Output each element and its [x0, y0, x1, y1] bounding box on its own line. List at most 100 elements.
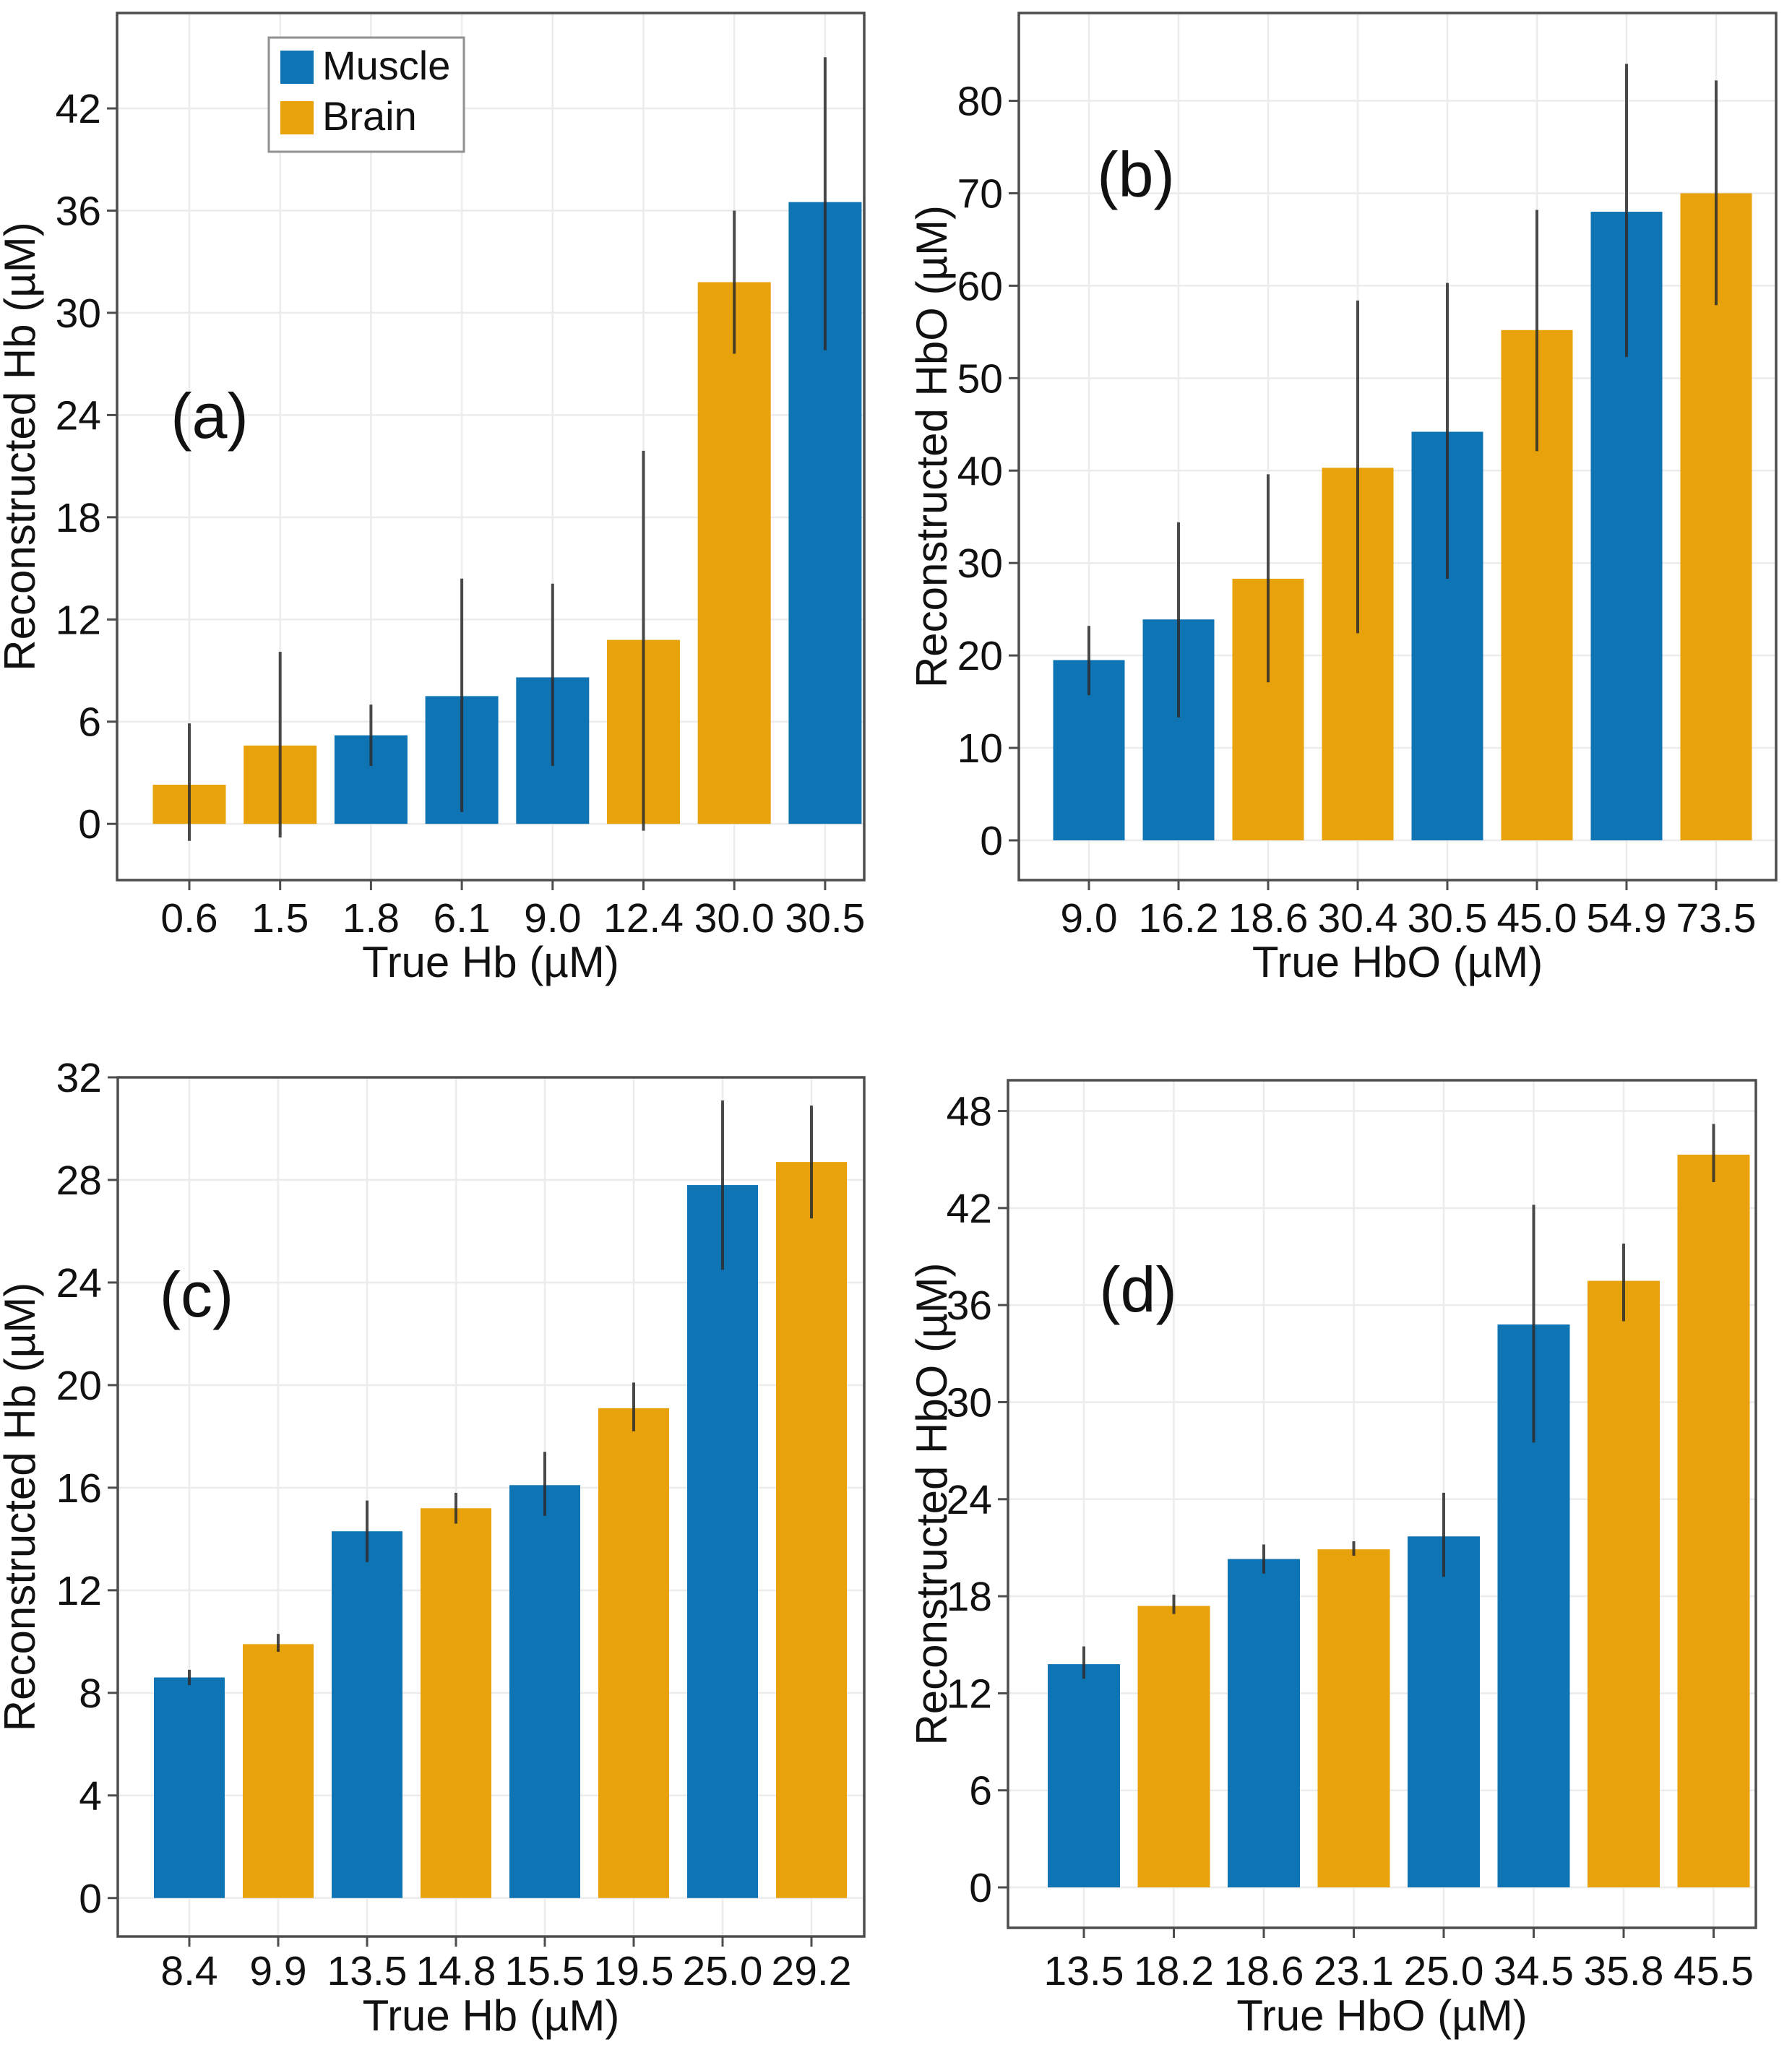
y-tick-label: 24	[947, 1477, 992, 1523]
x-tick-label: 12.4	[603, 895, 684, 942]
bar-brain	[1588, 1280, 1660, 1888]
x-tick-label: 34.5	[1494, 1948, 1574, 1994]
x-axis-title: True Hb (µM)	[362, 938, 619, 986]
bar-muscle	[154, 1677, 225, 1898]
y-tick-label: 42	[947, 1186, 992, 1232]
y-tick-label: 24	[56, 392, 101, 439]
y-tick-label: 0	[969, 1865, 992, 1911]
x-tick-label: 45.0	[1497, 895, 1577, 942]
y-tick-label: 24	[56, 1260, 102, 1306]
x-tick-label: 14.8	[416, 1948, 496, 1994]
x-tick-label: 13.5	[1044, 1948, 1124, 1994]
panel-d-chart: 0 6 12 18 24 30 36 42 48 13.5 18.2 18.6 23.1 25.0 34.5…	[908, 1079, 1757, 2040]
legend-swatch-muscle-icon	[280, 51, 314, 84]
x-tick-label: 30.0	[694, 895, 775, 942]
x-tick-label: 16.2	[1139, 895, 1219, 942]
x-tick-label: 23.1	[1314, 1948, 1394, 1994]
y-tick-label: 60	[957, 263, 1003, 309]
y-tick-label: 36	[947, 1283, 992, 1329]
bar-brain	[243, 1644, 314, 1898]
y-tick-label: 8	[79, 1671, 102, 1717]
bar-muscle	[1408, 1536, 1480, 1888]
bar-brain	[776, 1162, 847, 1898]
x-tick-label: 9.0	[524, 895, 581, 942]
legend-swatch-brain-icon	[280, 101, 314, 134]
legend-label: Muscle	[322, 43, 450, 88]
x-tick-label: 18.6	[1224, 1948, 1304, 1994]
bar-brain	[1137, 1606, 1210, 1888]
x-tick-label: 0.6	[160, 895, 217, 942]
panel-a: 0 6 12 18 24 30 36 42 0.6 1.5 1.8 6.1 9.0 12.4 30.0 30.…	[0, 0, 896, 1033]
y-tick-label: 50	[957, 356, 1003, 402]
x-axis-title: True HbO (µM)	[1252, 938, 1543, 986]
y-tick-label: 30	[56, 290, 101, 337]
x-tick-label: 30.4	[1318, 895, 1398, 942]
x-tick-label: 54.9	[1587, 895, 1667, 942]
panel-a-chart: 0 6 12 18 24 30 36 42 0.6 1.5 1.8 6.1 9.0 12.4 30.0 30.…	[0, 12, 866, 986]
x-tick-label: 25.0	[1404, 1948, 1484, 1994]
y-tick-label: 6	[969, 1768, 992, 1814]
y-tick-label: 30	[957, 540, 1003, 587]
bar-muscle	[332, 1531, 402, 1898]
y-tick-label: 12	[56, 1568, 102, 1614]
x-tick-label: 6.1	[433, 895, 490, 942]
y-tick-label: 70	[957, 171, 1003, 217]
bar-brain	[598, 1408, 669, 1898]
x-tick-label: 18.2	[1134, 1948, 1214, 1994]
y-axis-title: Reconstructed Hb (µM)	[0, 1283, 44, 1731]
x-tick-label: 25.0	[683, 1948, 763, 1994]
bar-brain	[1677, 1154, 1750, 1888]
panel-label: (a)	[171, 380, 249, 452]
panel-label: (b)	[1097, 139, 1175, 210]
y-tick-label: 12	[56, 597, 101, 643]
y-tick-label: 32	[56, 1055, 102, 1101]
y-tick-label: 42	[56, 86, 101, 132]
x-tick-label: 13.5	[327, 1948, 408, 1994]
y-tick-label: 28	[56, 1158, 102, 1204]
y-tick-label: 12	[947, 1671, 992, 1717]
bar-muscle	[687, 1185, 758, 1898]
legend-label: Brain	[322, 93, 417, 139]
x-tick-label: 15.5	[505, 1948, 585, 1994]
panel-label: (d)	[1099, 1254, 1177, 1325]
x-axis-title: True Hb (µM)	[363, 1991, 620, 2040]
y-tick-label: 4	[79, 1773, 102, 1819]
y-tick-label: 20	[957, 633, 1003, 679]
panel-label: (c)	[160, 1259, 234, 1330]
x-tick-label: 30.5	[1408, 895, 1488, 942]
y-tick-label: 30	[947, 1379, 992, 1426]
y-tick-label: 18	[947, 1574, 992, 1620]
x-tick-label: 19.5	[594, 1948, 674, 1994]
y-tick-label: 0	[78, 801, 101, 848]
y-tick-label: 80	[957, 79, 1003, 125]
y-tick-label: 10	[957, 725, 1003, 772]
x-axis-title: True HbO (µM)	[1236, 1991, 1527, 2040]
bar-muscle	[509, 1485, 580, 1898]
plot-border	[116, 1076, 866, 1938]
bar-muscle	[1048, 1664, 1120, 1888]
y-tick-label: 16	[56, 1465, 102, 1512]
y-tick-label: 36	[56, 188, 101, 234]
plot-border	[1017, 12, 1778, 882]
bar-muscle	[1228, 1559, 1300, 1888]
x-tick-label: 8.4	[160, 1948, 217, 1994]
x-tick-label: 29.2	[772, 1948, 852, 1994]
x-tick-label: 1.8	[343, 895, 400, 942]
plot-border	[116, 12, 866, 882]
panel-b: 0 10 20 30 40 50 60 70 80 9.0 16.2 18.6 30.4 30.5 45.0…	[896, 0, 1792, 1033]
y-tick-label: 6	[78, 699, 101, 746]
y-axis-title: Reconstructed Hb (µM)	[0, 222, 44, 671]
x-tick-label: 18.6	[1228, 895, 1309, 942]
x-tick-label: 73.5	[1676, 895, 1757, 942]
legend: Muscle Brain	[267, 36, 465, 153]
bar-brain	[1317, 1549, 1390, 1888]
bar-brain	[697, 282, 771, 824]
x-tick-label: 9.0	[1060, 895, 1117, 942]
bar-brain	[421, 1508, 491, 1898]
y-tick-label: 20	[56, 1363, 102, 1409]
y-tick-label: 48	[947, 1089, 992, 1135]
panel-d: 0 6 12 18 24 30 36 42 48 13.5 18.2 18.6 23.1 25.0 34.5…	[896, 1033, 1792, 2068]
x-tick-label: 9.9	[249, 1948, 306, 1994]
x-tick-label: 1.5	[251, 895, 309, 942]
y-axis-title: Reconstructed HbO (µM)	[908, 1262, 956, 1745]
